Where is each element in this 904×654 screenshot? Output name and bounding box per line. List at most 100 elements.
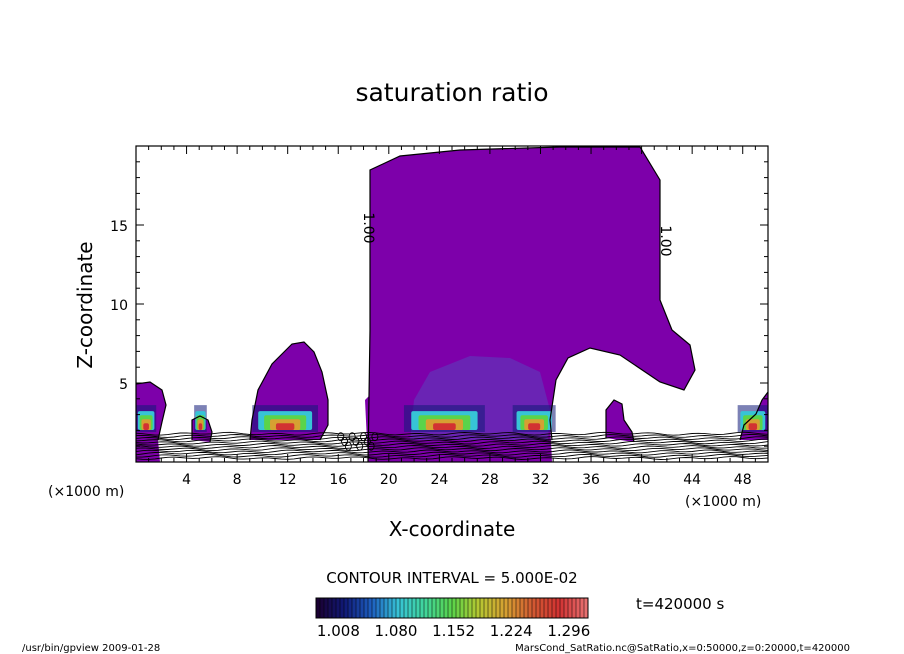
colorbar-cell — [380, 598, 385, 618]
ground-contour-line — [136, 451, 768, 456]
contour-loop — [352, 437, 360, 446]
colorbar-cell — [484, 598, 489, 618]
colorbar-cell — [452, 598, 457, 618]
colorbar-cell — [480, 598, 485, 618]
colorbar-cell — [424, 598, 429, 618]
colorbar-cell — [572, 598, 577, 618]
colorbar-tick-label: 1.296 — [547, 622, 590, 640]
y-tick-label: 15 — [110, 219, 128, 235]
colorbar-cell — [516, 598, 521, 618]
colorbar-cell — [372, 598, 377, 618]
colorbar-cell — [376, 598, 381, 618]
x-axis-ticks: 4 8 12 16 20 24 28 32 36 40 44 48 — [148, 146, 756, 488]
contour-loop — [356, 441, 364, 451]
colorbar-cell — [556, 598, 561, 618]
colorbar-tick-label: 1.152 — [432, 622, 475, 640]
chart-title: saturation ratio — [355, 78, 548, 107]
x-tick-label: 16 — [329, 472, 347, 488]
contour-outlines — [136, 146, 768, 462]
ground-contour-line — [136, 442, 768, 447]
ground-contour-line — [136, 453, 768, 458]
ground-contour-line — [136, 440, 768, 445]
colorbar-cell — [328, 598, 333, 618]
y-axis-title: Z-coordinate — [73, 241, 97, 368]
footer-right: MarsCond_SatRatio.nc@SatRatio,x=0:50000,… — [515, 643, 850, 654]
colorbar-tick-label: 1.008 — [317, 622, 360, 640]
colorbar-cell — [496, 598, 501, 618]
colorbar-cell — [364, 598, 369, 618]
colorbar-cell — [416, 598, 421, 618]
colorbar-cell — [552, 598, 557, 618]
contour-loop — [363, 437, 371, 446]
colorbar-cell — [540, 598, 545, 618]
colorbar-cell — [320, 598, 325, 618]
contour-label-right: 1.00 — [657, 225, 673, 256]
colorbar-cell — [524, 598, 529, 618]
colorbar-cell — [360, 598, 365, 618]
colorbar-cell — [488, 598, 493, 618]
colorbar-cell — [536, 598, 541, 618]
x-tick-label: 12 — [279, 472, 297, 488]
x-tick-label: 24 — [430, 472, 448, 488]
footer-left: /usr/bin/gpview 2009-01-28 — [22, 643, 160, 654]
colorbar-cell — [412, 598, 417, 618]
ground-contour-line — [136, 438, 768, 443]
colorbar-cell — [368, 598, 373, 618]
band-layer — [528, 423, 541, 430]
colorbar-cell — [520, 598, 525, 618]
colorbar-tick-label: 1.080 — [375, 622, 418, 640]
colorbar-cell — [432, 598, 437, 618]
colorbar-cell — [440, 598, 445, 618]
colorbar-cell — [392, 598, 397, 618]
colorbar-cell — [464, 598, 469, 618]
colorbar-cell — [576, 598, 581, 618]
colorbar-cell — [472, 598, 477, 618]
band-layer — [748, 423, 758, 430]
band-layer — [433, 423, 456, 430]
colorbar-cell — [404, 598, 409, 618]
colorbar-cell — [420, 598, 425, 618]
ground-contour-line — [136, 434, 768, 438]
x-tick-label: 40 — [633, 472, 651, 488]
y-tick-label: 5 — [119, 377, 128, 393]
ground-contour-lines — [136, 431, 768, 460]
colorbar-cell — [428, 598, 433, 618]
x-axis-title: X-coordinate — [389, 517, 516, 541]
contour-interval: CONTOUR INTERVAL = 5.000E-02 — [326, 569, 577, 587]
colorbar-cell — [388, 598, 393, 618]
colorbar-cell — [436, 598, 441, 618]
colorbar-cell — [468, 598, 473, 618]
x-tick-label: 8 — [233, 472, 242, 488]
x-tick-label: 48 — [734, 472, 752, 488]
colorbar-cell — [528, 598, 533, 618]
colorbar-cell — [512, 598, 517, 618]
x-tick-label: 28 — [481, 472, 499, 488]
x-tick-label: 44 — [683, 472, 701, 488]
colorbar-cell — [560, 598, 565, 618]
colorbar-cell — [492, 598, 497, 618]
x-tick-label: 20 — [380, 472, 398, 488]
colorbar-cell — [408, 598, 413, 618]
colorbar-cell — [384, 598, 389, 618]
colorbar-cell — [544, 598, 549, 618]
contour-loop — [371, 432, 379, 442]
x-tick-label: 32 — [532, 472, 550, 488]
contour-fill-right-blob — [606, 400, 634, 442]
band-layer — [198, 423, 203, 430]
ground-contour-line — [136, 449, 768, 454]
colorbar-cell — [568, 598, 573, 618]
colorbar-cell — [460, 598, 465, 618]
ground-contour-line — [136, 456, 768, 460]
band-layer — [275, 423, 295, 430]
colorbar-cell — [396, 598, 401, 618]
colorbar-cell — [504, 598, 509, 618]
high-saturation-bands — [136, 405, 768, 432]
ground-contour-line — [136, 436, 768, 441]
colorbar-cell — [500, 598, 505, 618]
colorbar-cell — [400, 598, 405, 618]
colorbar-cell — [580, 598, 585, 618]
colorbar-cell — [476, 598, 481, 618]
colorbar-cell — [340, 598, 345, 618]
contour-loop — [341, 437, 349, 446]
